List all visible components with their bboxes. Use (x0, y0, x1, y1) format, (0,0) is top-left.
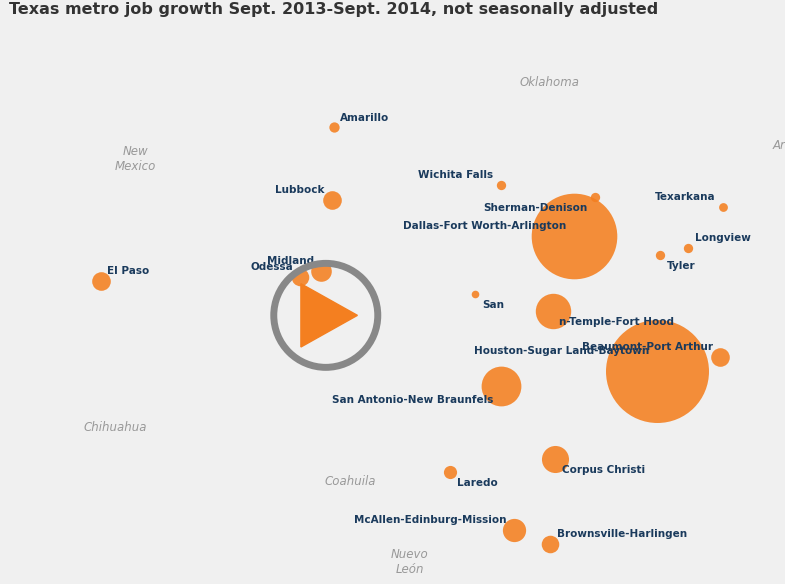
Point (469, 290, 481, 299)
Point (654, 251, 666, 260)
Text: Wichita Falls: Wichita Falls (418, 171, 494, 180)
Text: Odessa: Odessa (250, 262, 293, 273)
Text: San: San (482, 300, 504, 310)
Text: Laredo: Laredo (457, 478, 498, 488)
Point (544, 539, 557, 548)
Text: Brownsville-Harlingen: Brownsville-Harlingen (557, 529, 687, 539)
Text: Houston-Sugar Land-Baytown: Houston-Sugar Land-Baytown (474, 346, 649, 356)
Text: Chihuahua: Chihuahua (83, 421, 147, 434)
Point (650, 366, 663, 376)
Text: New
Mexico: New Mexico (115, 145, 155, 173)
Point (315, 266, 327, 276)
Text: Texarkana: Texarkana (655, 192, 716, 201)
Point (495, 180, 507, 190)
Point (325, 195, 338, 204)
Point (681, 244, 694, 253)
Text: San Antonio-New Braunfels: San Antonio-New Braunfels (332, 395, 494, 405)
Text: Tyler: Tyler (667, 261, 696, 271)
Text: Corpus Christi: Corpus Christi (562, 464, 645, 475)
Text: Midland: Midland (267, 256, 314, 266)
Text: n-Temple-Fort Hood: n-Temple-Fort Hood (560, 317, 674, 327)
Text: Sherman-Denison: Sherman-Denison (484, 203, 587, 213)
Point (444, 467, 456, 477)
Point (549, 454, 561, 463)
Text: Texas metro job growth Sept. 2013-Sept. 2014, not seasonally adjusted: Texas metro job growth Sept. 2013-Sept. … (9, 2, 659, 17)
Text: Nuevo
León: Nuevo León (391, 548, 429, 576)
Point (568, 231, 580, 241)
Point (94, 277, 107, 286)
Text: El Paso: El Paso (108, 266, 150, 276)
Text: Dallas-Fort Worth-Arlington: Dallas-Fort Worth-Arlington (403, 221, 567, 231)
Text: McAllen-Edinburg-Mission: McAllen-Edinburg-Mission (354, 515, 506, 525)
Point (546, 307, 559, 316)
Polygon shape (301, 284, 357, 347)
Text: Amarillo: Amarillo (341, 113, 389, 123)
Point (327, 122, 340, 131)
Point (588, 192, 601, 201)
Point (294, 273, 306, 282)
Text: Longview: Longview (695, 234, 750, 244)
Point (507, 525, 520, 534)
Point (716, 202, 728, 211)
Text: Oklahoma: Oklahoma (520, 77, 580, 89)
Text: Coahuila: Coahuila (324, 475, 376, 488)
Text: Arkansas: Arkansas (773, 139, 785, 152)
Text: Beaumont-Port Arthur: Beaumont-Port Arthur (582, 342, 713, 352)
Point (495, 381, 507, 391)
Text: Lubbock: Lubbock (275, 185, 324, 195)
Point (714, 352, 726, 361)
